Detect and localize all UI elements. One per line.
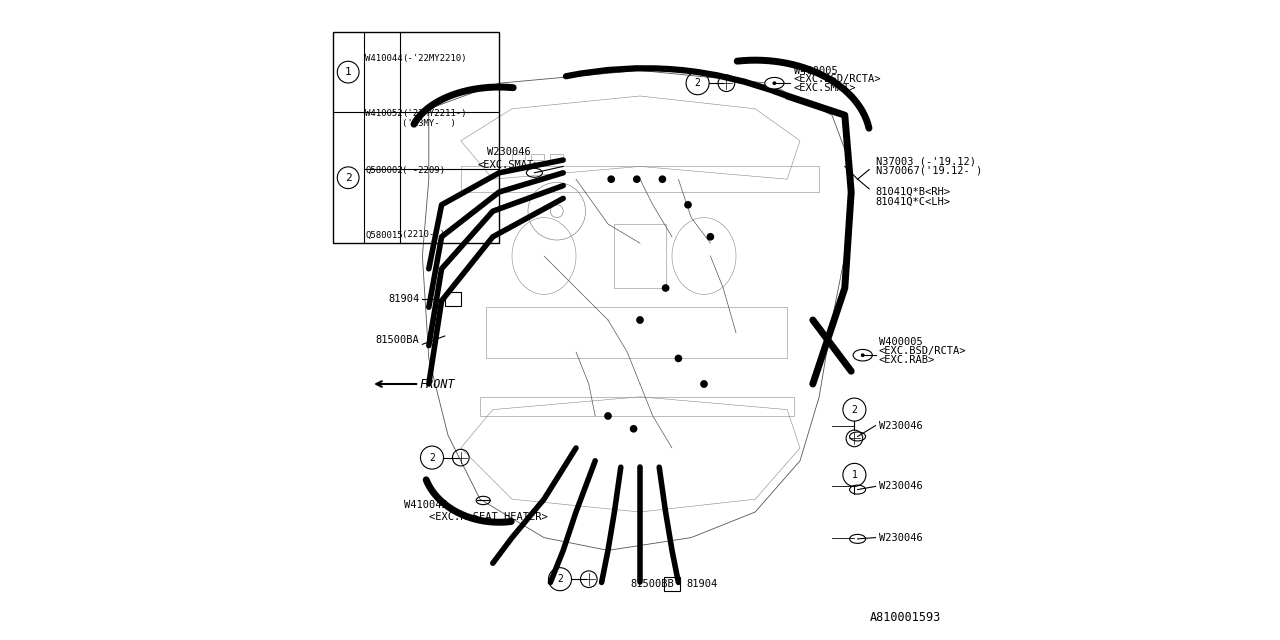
Text: W410044: W410044 <box>366 54 403 63</box>
Text: N370067('19.12- ): N370067('19.12- ) <box>876 166 982 176</box>
Text: W400005: W400005 <box>879 337 923 347</box>
Text: 2: 2 <box>695 78 700 88</box>
Text: 2: 2 <box>851 404 858 415</box>
Text: W230046: W230046 <box>879 420 923 431</box>
Text: 2: 2 <box>344 173 352 183</box>
Circle shape <box>636 316 644 324</box>
Text: 1: 1 <box>344 67 352 77</box>
Text: <EXC.SMAT>: <EXC.SMAT> <box>477 159 540 170</box>
Text: <EXC.SMAT>: <EXC.SMAT> <box>794 83 856 93</box>
Text: 81904: 81904 <box>687 579 718 589</box>
Text: 81500BA: 81500BA <box>375 335 420 346</box>
Ellipse shape <box>854 349 873 361</box>
Ellipse shape <box>765 77 783 89</box>
Text: (2210- ): (2210- ) <box>402 230 445 239</box>
Text: Q580015: Q580015 <box>366 231 403 240</box>
Text: (-'22MY2210): (-'22MY2210) <box>402 54 466 63</box>
Text: W400005: W400005 <box>794 65 837 76</box>
Circle shape <box>684 201 692 209</box>
Text: <EXC.BSD/RCTA>: <EXC.BSD/RCTA> <box>794 74 881 84</box>
Circle shape <box>861 353 865 357</box>
Text: 2: 2 <box>429 452 435 463</box>
Text: W230046: W230046 <box>879 532 923 543</box>
Circle shape <box>773 81 776 85</box>
Circle shape <box>632 175 641 183</box>
Text: 81041Q*C<LH>: 81041Q*C<LH> <box>876 196 951 207</box>
Circle shape <box>608 175 616 183</box>
Text: A810001593: A810001593 <box>869 611 941 624</box>
Text: N37003 (-'19.12): N37003 (-'19.12) <box>876 156 975 166</box>
Text: 1: 1 <box>851 470 858 480</box>
Text: 81904: 81904 <box>388 294 420 304</box>
Text: FRONT: FRONT <box>420 378 454 390</box>
Circle shape <box>604 412 612 420</box>
Text: 2: 2 <box>557 574 563 584</box>
Circle shape <box>675 355 682 362</box>
Circle shape <box>662 284 669 292</box>
Text: ( -2209): ( -2209) <box>402 166 445 175</box>
Text: <EXC.BSD/RCTA>: <EXC.BSD/RCTA> <box>879 346 966 356</box>
Text: <EXC.RAB>: <EXC.RAB> <box>879 355 934 365</box>
Text: Q580002: Q580002 <box>366 166 403 175</box>
Text: W230046: W230046 <box>486 147 531 157</box>
Circle shape <box>700 380 708 388</box>
Circle shape <box>659 175 667 183</box>
Text: <EXC.R SEAT HEATER>: <EXC.R SEAT HEATER> <box>429 512 548 522</box>
Circle shape <box>630 425 637 433</box>
Text: 81041Q*B<RH>: 81041Q*B<RH> <box>876 187 951 197</box>
Text: W230046: W230046 <box>879 481 923 492</box>
Text: 81500BB: 81500BB <box>630 579 675 589</box>
Text: ('22MY2211-)
('23MY-  ): ('22MY2211-) ('23MY- ) <box>402 109 466 129</box>
Text: W410052: W410052 <box>366 109 403 118</box>
Circle shape <box>707 233 714 241</box>
Text: W410045: W410045 <box>404 500 448 511</box>
